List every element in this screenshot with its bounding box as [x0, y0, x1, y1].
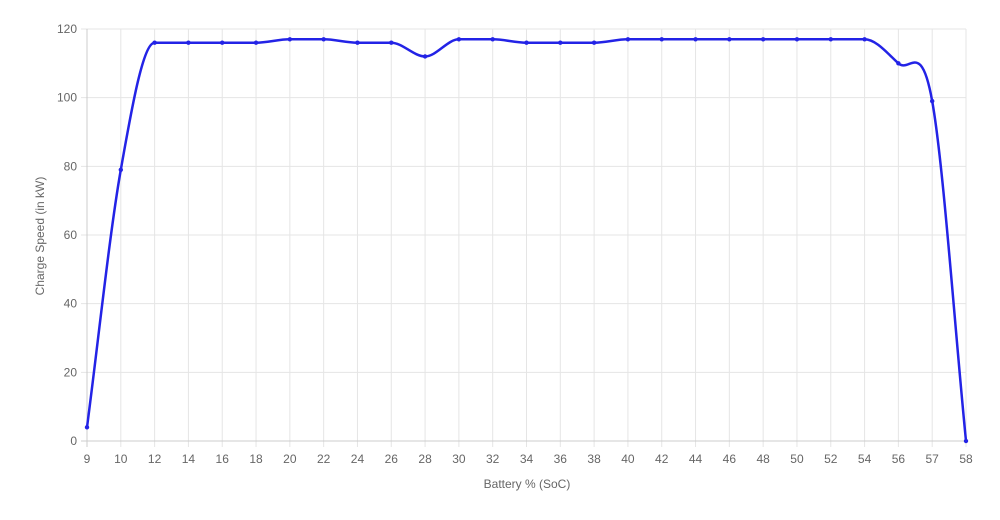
x-tick-label: 34: [520, 452, 534, 466]
x-tick-label: 20: [283, 452, 297, 466]
x-tick-label: 44: [689, 452, 703, 466]
x-tick-label: 48: [756, 452, 770, 466]
x-tick-label: 38: [587, 452, 601, 466]
series-layer: [84, 37, 969, 444]
data-point: [186, 40, 191, 45]
y-tick-label: 60: [64, 228, 78, 242]
x-axis-ticks: 9 10 12 14 16 18 20 22 24 26 28 30 32 34 36 38 40 42 44 46 4…: [84, 452, 973, 466]
x-tick-label: 42: [655, 452, 669, 466]
x-tick-label: 10: [114, 452, 128, 466]
x-tick-label: 57: [926, 452, 940, 466]
x-tick-label: 16: [216, 452, 230, 466]
y-tick-label: 0: [70, 434, 77, 448]
x-tick-label: 58: [959, 452, 973, 466]
x-tick-label: 26: [385, 452, 399, 466]
y-tick-label: 40: [64, 297, 78, 311]
data-point: [862, 37, 867, 42]
data-point: [355, 40, 360, 45]
y-tick-label: 120: [57, 22, 77, 36]
data-point: [220, 40, 225, 45]
x-tick-label: 12: [148, 452, 162, 466]
x-tick-label: 22: [317, 452, 331, 466]
data-point: [760, 37, 766, 42]
data-point: [929, 98, 935, 104]
data-point: [422, 54, 428, 59]
data-point: [84, 425, 90, 430]
data-point: [152, 40, 157, 45]
x-tick-label: 36: [554, 452, 568, 466]
x-axis-title: Battery % (SoC): [484, 477, 571, 491]
y-tick-label: 80: [64, 159, 78, 173]
data-point: [828, 37, 833, 42]
data-point: [490, 37, 495, 42]
y-tick-label: 100: [57, 91, 77, 105]
x-tick-label: 50: [790, 452, 804, 466]
x-tick-label: 56: [892, 452, 906, 466]
data-point: [456, 37, 462, 42]
data-point: [558, 40, 563, 45]
x-tick-label: 14: [182, 452, 196, 466]
data-point: [659, 37, 664, 42]
data-point: [287, 37, 293, 42]
grid: [81, 28, 967, 447]
data-point: [253, 40, 259, 45]
data-point: [524, 40, 529, 45]
data-point: [389, 40, 394, 45]
data-point: [896, 61, 901, 66]
data-point: [321, 37, 326, 42]
data-point: [591, 40, 597, 45]
axes: [86, 29, 966, 442]
x-tick-label: 24: [351, 452, 365, 466]
x-tick-label: 40: [621, 452, 635, 466]
x-tick-label: 30: [452, 452, 466, 466]
data-point: [794, 37, 800, 42]
data-point: [118, 167, 124, 172]
x-tick-label: 32: [486, 452, 500, 466]
x-tick-label: 9: [84, 452, 91, 466]
x-tick-label: 52: [824, 452, 838, 466]
data-point: [727, 37, 732, 42]
data-point: [693, 37, 698, 42]
x-tick-label: 18: [249, 452, 263, 466]
data-point: [625, 37, 631, 42]
data-point: [963, 438, 969, 444]
x-tick-label: 54: [858, 452, 872, 466]
x-tick-label: 28: [418, 452, 432, 466]
y-tick-label: 20: [64, 365, 78, 379]
y-axis-title: Charge Speed (in kW): [33, 177, 47, 296]
x-tick-label: 46: [723, 452, 737, 466]
y-axis-ticks: 0 20 40 60 80 100 120: [57, 22, 77, 448]
